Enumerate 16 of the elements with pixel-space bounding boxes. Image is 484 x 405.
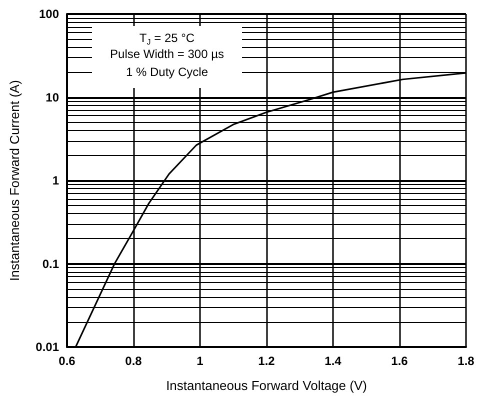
x-tick-label: 1 [196,354,204,368]
annotation: 1 % Duty Cycle [126,65,208,79]
y-tick-label: 0.01 [36,340,60,354]
x-tick-label: 1.6 [391,354,408,368]
y-tick-label: 1 [52,174,60,188]
x-tick-label: 1.2 [258,354,276,368]
x-axis-title: Instantaneous Forward Voltage (V) [166,378,367,393]
annotation: Pulse Width = 300 µs [110,47,224,61]
y-axis-title: Instantaneous Forward Current (A) [7,80,22,281]
x-tick-label: 0.6 [58,354,76,368]
y-tick-label: 10 [46,90,60,104]
x-tick-label: 0.8 [125,354,142,368]
x-tick-label: 1.8 [458,354,475,368]
y-tick-label: 0.1 [42,256,60,271]
x-tick-label: 1.4 [324,354,342,368]
y-tick-label: 100 [38,7,60,21]
